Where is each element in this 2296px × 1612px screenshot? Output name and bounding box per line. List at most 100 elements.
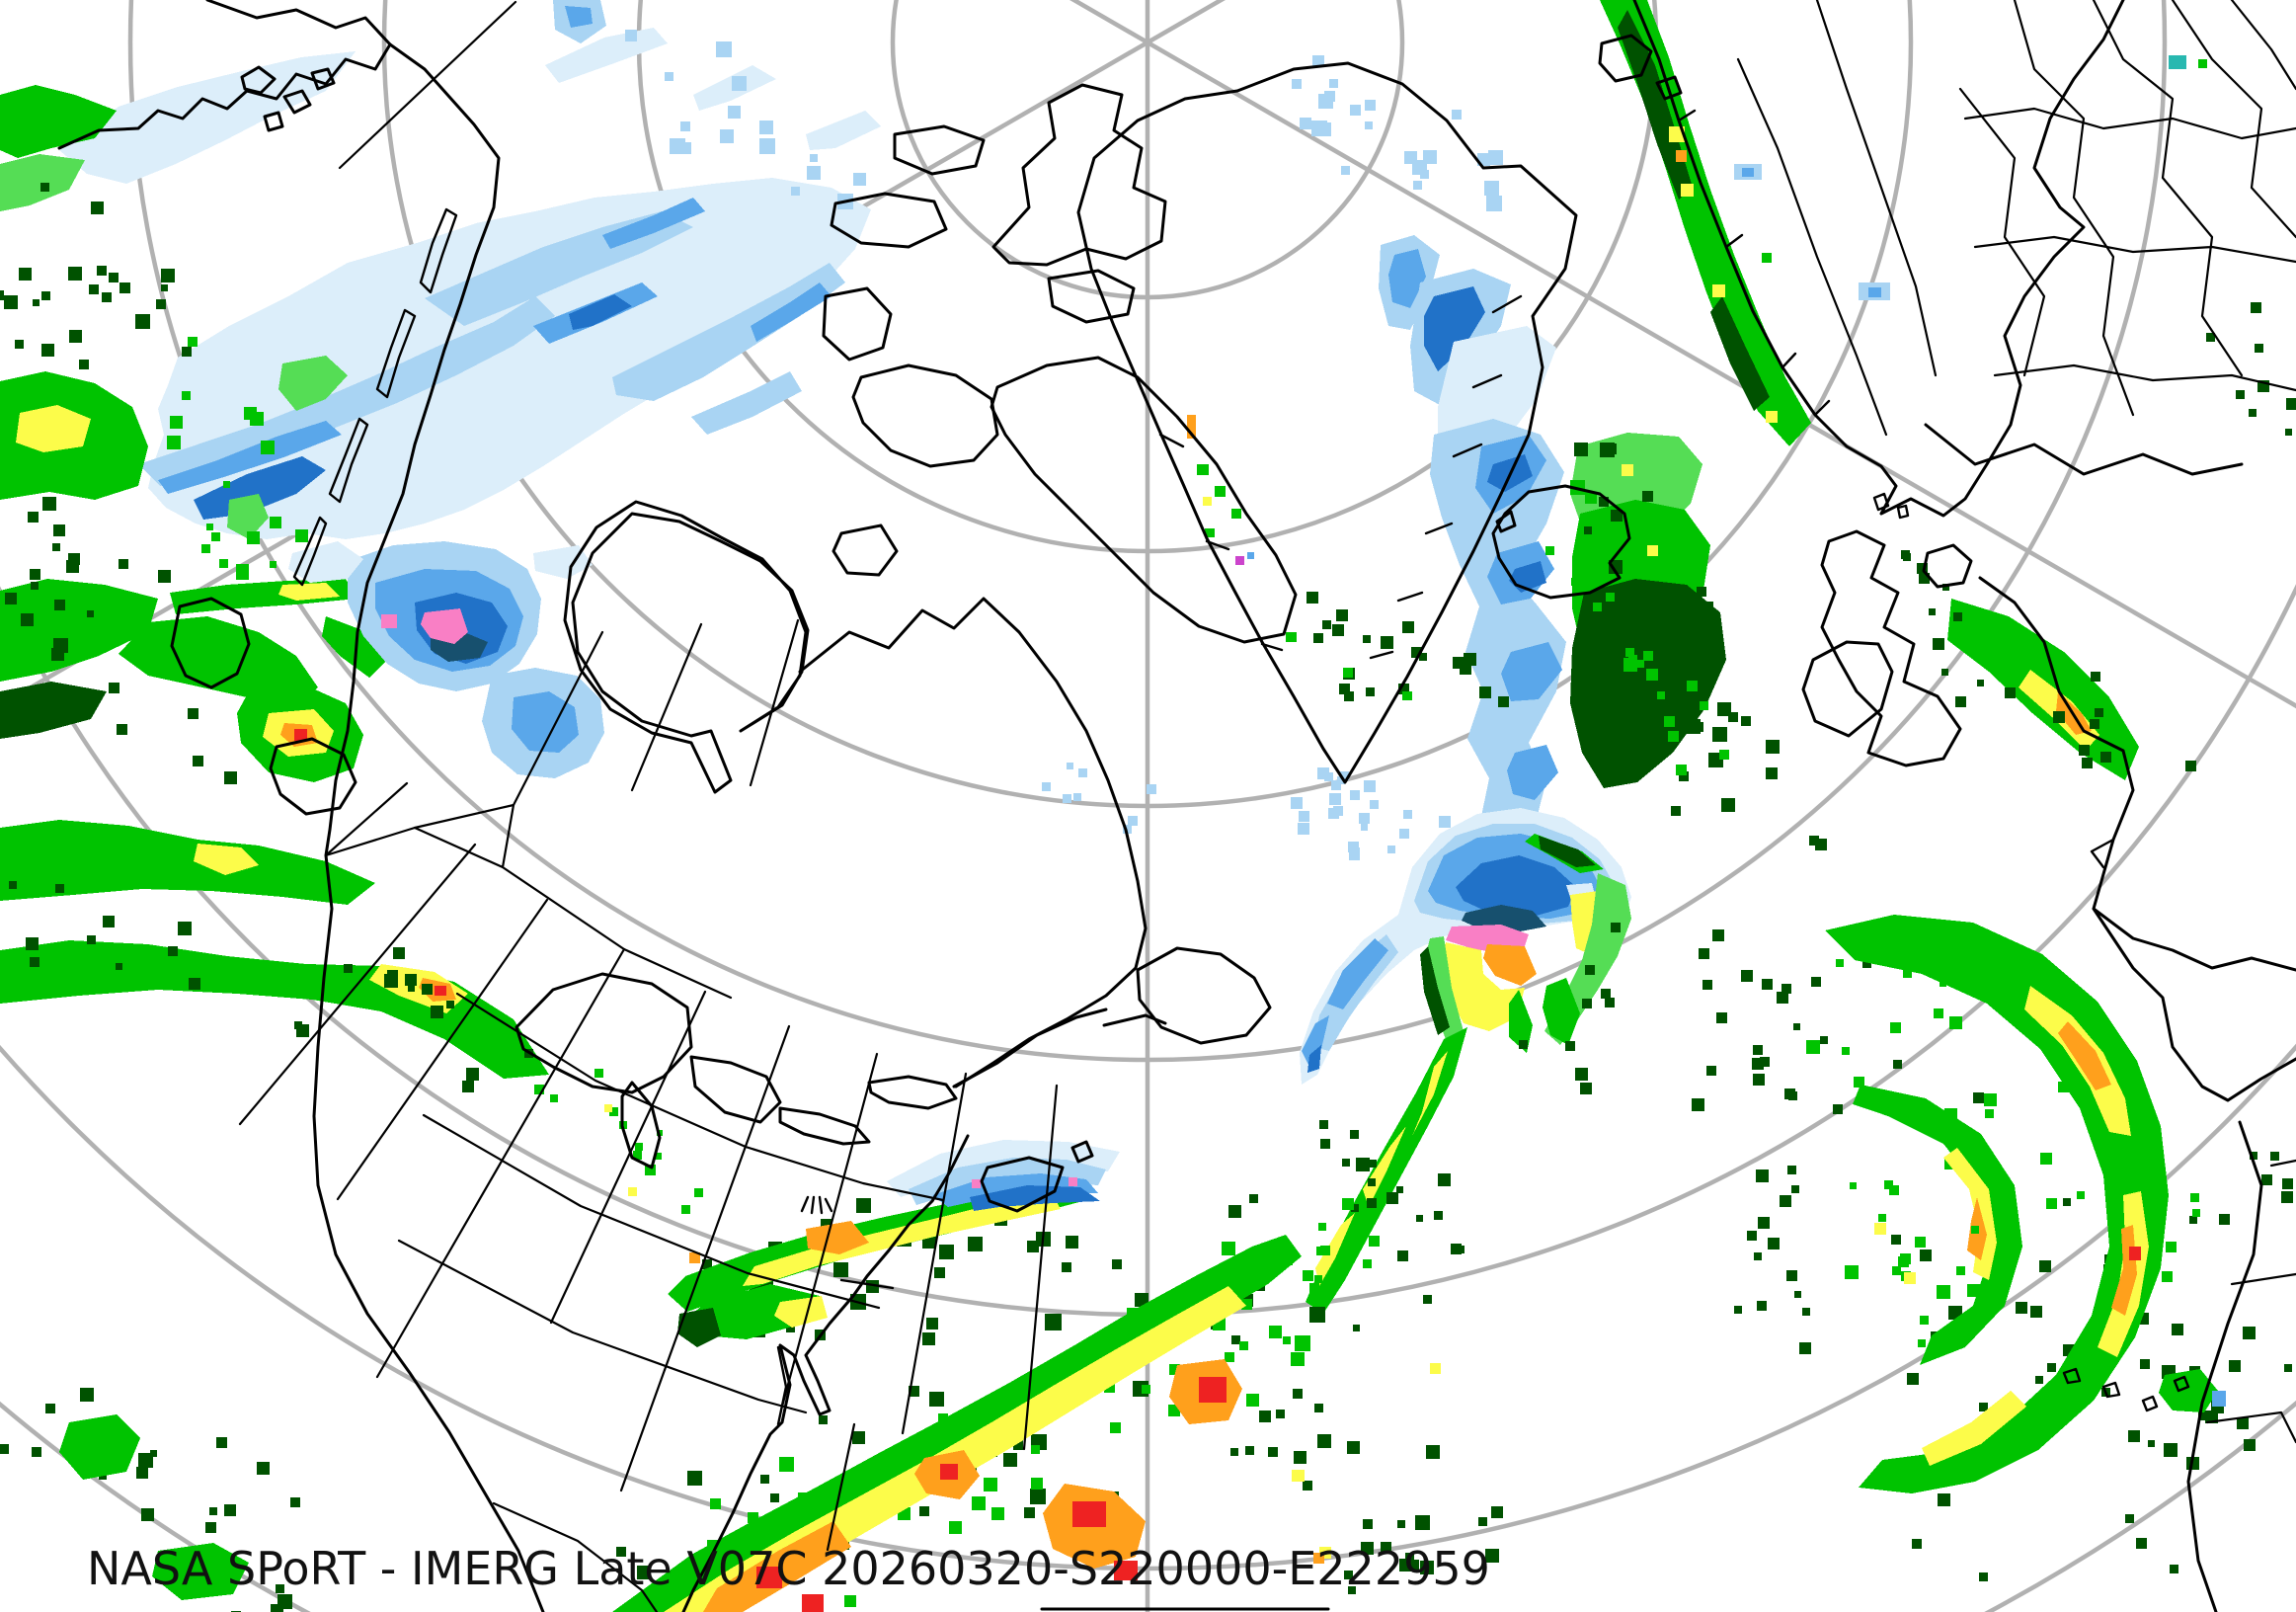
snow-heavy-band — [158, 421, 342, 494]
snow-band — [612, 263, 845, 401]
coast-greenland — [1076, 61, 1578, 784]
yellow-dot — [1203, 497, 1212, 506]
lake-huron — [689, 1055, 782, 1124]
speckle-cells — [0, 183, 192, 369]
snow-band — [691, 371, 802, 435]
storm-green-dark — [1420, 836, 1596, 1035]
precip-atlantic-front — [612, 1194, 1503, 1612]
snow-band — [138, 296, 555, 486]
coast-haida-gwaii — [170, 597, 251, 689]
scandinavia-borders — [1736, 0, 1938, 437]
precip-western-canada-snow — [288, 541, 593, 691]
precip-morocco-speckle — [2250, 1152, 2296, 1240]
snow-bit — [1734, 164, 1890, 300]
rain-heavy — [16, 405, 91, 452]
coast-panhandle — [312, 42, 545, 1612]
speckle-cells — [2101, 1360, 2256, 1470]
lake-ontario — [867, 1075, 958, 1110]
state-border-s1 — [375, 1263, 443, 1379]
snow-core — [569, 294, 632, 330]
rain-band — [0, 940, 549, 1079]
coast-denmark — [1922, 543, 1973, 589]
precip-bc-coast-rain — [119, 356, 387, 782]
precip-bottomleft-speckle — [0, 1388, 300, 1612]
cyclone-center-flecks — [1874, 1223, 1916, 1284]
rain-cell-extreme — [294, 729, 307, 741]
speckle-cells — [0, 1388, 300, 1612]
state-border-v6 — [780, 1052, 879, 1409]
coast-norway — [1632, 0, 2125, 518]
precip-saskatchewan-snow — [482, 668, 604, 778]
state-border-v5 — [663, 1024, 791, 1372]
green-dot2 — [2198, 59, 2207, 68]
storm-pink-band — [1446, 925, 1529, 952]
precip-quebec-flecks — [1042, 763, 1156, 834]
rain-coastal — [227, 356, 348, 539]
precip-midatlantic-comma-storm — [1291, 767, 1631, 1314]
province-border-3 — [749, 618, 800, 787]
ne-orange-dot — [689, 1252, 700, 1263]
front-gap-speckle — [1280, 1198, 1380, 1293]
rain-band — [0, 820, 375, 905]
coast-melville — [830, 124, 986, 249]
coast-svalbard — [1598, 34, 1683, 101]
coast-nova-scotia — [980, 1140, 1094, 1213]
rain-shield-dark — [1570, 579, 1726, 788]
rain-cluster-bottomleft — [59, 1414, 249, 1600]
rain-coastband-dark — [1618, 10, 1770, 411]
speckle-cells — [9, 881, 533, 1092]
coast-newfoundland — [1136, 946, 1272, 1045]
speckle-cells — [2250, 1152, 2296, 1240]
coast-banks-island — [822, 286, 893, 362]
storm-yellow — [1440, 891, 1606, 1031]
rain-heavy — [194, 844, 259, 875]
magenta-fleck — [1235, 556, 1244, 565]
mexico-border — [492, 1501, 659, 1612]
coast-europe — [1978, 576, 2296, 1102]
cyclone-red-dot — [2129, 1247, 2141, 1260]
coast-baffin-island — [990, 356, 1298, 644]
rain-band — [0, 85, 117, 158]
coast-quebec-labrador — [798, 597, 1148, 970]
snow-band-deep — [1424, 286, 1485, 371]
coast-brittany — [2090, 838, 2115, 869]
ne-orange — [806, 1221, 869, 1254]
precip-greenland-tip-speckle — [1306, 592, 1509, 707]
coast-devon — [1047, 269, 1136, 324]
coast-norway-fjords — [1677, 109, 1831, 417]
snow-area — [59, 51, 356, 184]
ne-yellow-core — [743, 1191, 1061, 1286]
rain-field — [0, 579, 158, 682]
coast-victoria-island — [851, 363, 999, 468]
speckle-cells — [1280, 1198, 1380, 1293]
rain-extreme-dot — [435, 986, 446, 996]
ne-spill-dark — [677, 1308, 721, 1347]
alaska-border — [338, 0, 517, 170]
rain-intense-fleck — [1676, 150, 1687, 162]
admin-borders — [238, 0, 2296, 1612]
nyc-burst — [800, 1195, 833, 1215]
coast-vancouver-island — [269, 737, 357, 816]
blue-fleck — [1247, 552, 1254, 559]
speckle-cells — [1230, 1325, 1503, 1594]
coast-britain — [1820, 529, 1962, 767]
snow-field — [1430, 419, 1566, 859]
speckle-cells — [5, 497, 241, 784]
front-yellow-core — [664, 1286, 1246, 1612]
teal-dot — [2169, 55, 2186, 69]
speckle-cells — [2206, 302, 2296, 436]
coast-canaries — [2062, 1367, 2190, 1412]
stlawrence-river — [952, 1008, 1108, 1088]
speckle-cells — [1319, 1120, 1465, 1304]
snow-band-core — [1388, 249, 1426, 308]
coast-panhandle-islands — [292, 207, 458, 587]
snow-speckle-north — [1292, 55, 1503, 211]
precip-gulf-of-alaska-snow — [59, 28, 881, 539]
speckle-cells — [1306, 592, 1509, 707]
storm-green-bright — [1424, 873, 1631, 1045]
lake-erie — [778, 1106, 871, 1146]
snow-area — [148, 178, 871, 539]
rain-heavy — [278, 583, 340, 601]
